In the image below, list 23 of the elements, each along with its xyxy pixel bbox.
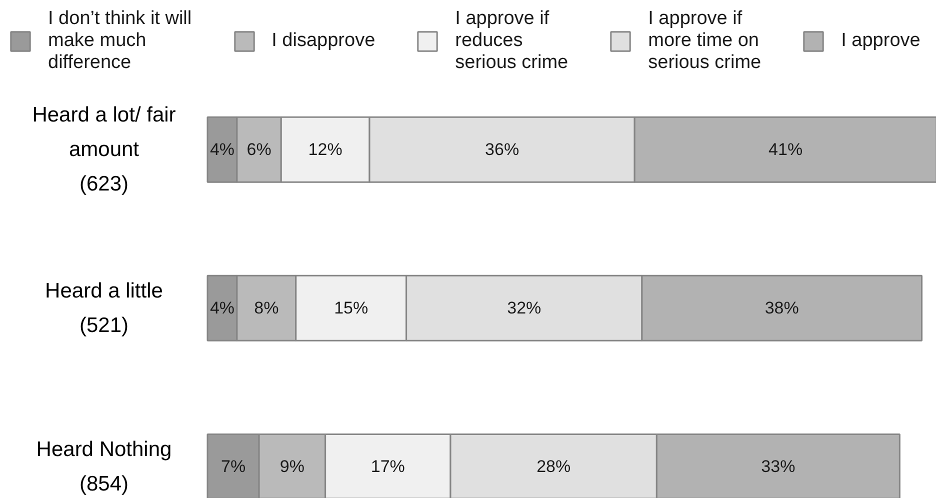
- legend-label: I don’t think it will make much difference: [48, 8, 192, 74]
- y-tick-label: Heard a lot/ fair amount (623): [32, 104, 176, 196]
- legend-label: I approve: [841, 30, 920, 52]
- data-label: 8%: [254, 298, 279, 318]
- y-tick-label: Heard a little (521): [45, 279, 163, 337]
- data-label: 15%: [334, 298, 368, 318]
- legend-label: I disapprove: [272, 30, 376, 52]
- data-label: 36%: [485, 140, 520, 160]
- data-label: 12%: [308, 140, 342, 160]
- data-label: 4%: [210, 140, 235, 160]
- y-tick-label: Heard Nothing (854): [36, 438, 172, 496]
- legend-label: I approve if more time on serious crime: [648, 8, 762, 74]
- legend-label: I approve if reduces serious crime: [455, 8, 568, 74]
- data-label: 32%: [507, 298, 542, 318]
- data-label: 28%: [536, 457, 571, 476]
- data-label: 41%: [768, 140, 803, 160]
- data-label: 4%: [210, 298, 235, 318]
- data-label: 33%: [761, 457, 796, 476]
- data-label: 17%: [370, 457, 405, 476]
- data-label: 7%: [220, 457, 246, 476]
- data-label: 6%: [246, 140, 272, 160]
- data-label: 9%: [280, 457, 304, 476]
- data-label: 38%: [764, 298, 799, 318]
